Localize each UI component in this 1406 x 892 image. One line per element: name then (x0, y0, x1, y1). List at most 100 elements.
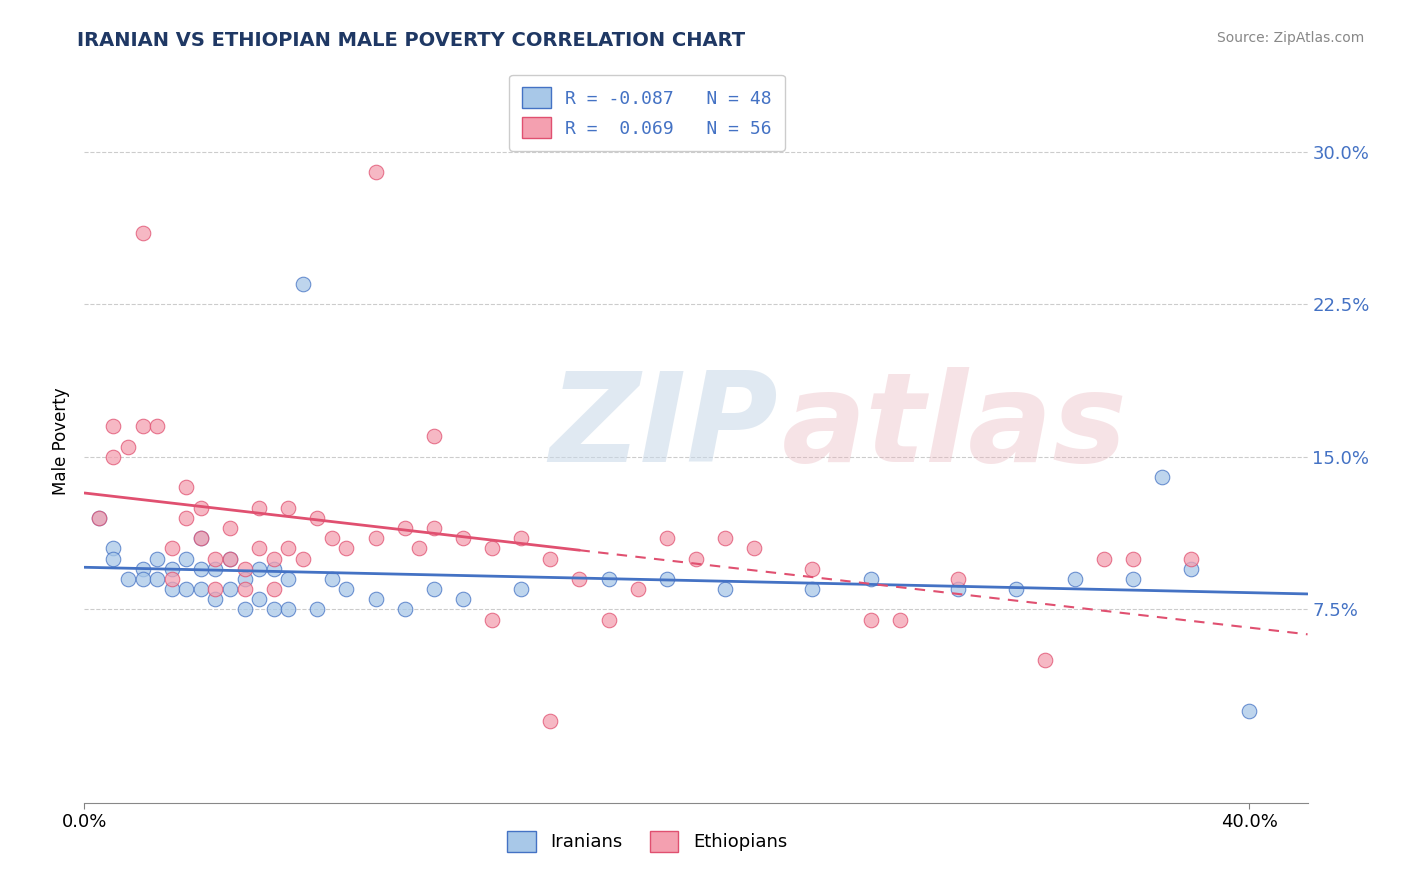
Point (190, 582, 212, 596)
Point (146, 419, 169, 434)
Point (889, 613, 911, 627)
Point (307, 511, 329, 525)
Point (481, 613, 503, 627)
Point (190, 531, 212, 545)
Point (247, 500, 270, 515)
Point (1035, 653, 1057, 667)
Point (451, 592, 474, 607)
Point (263, 602, 285, 616)
Point (859, 572, 882, 586)
Point (1180, 562, 1202, 576)
Point (219, 551, 242, 566)
Point (233, 602, 256, 616)
Point (204, 592, 226, 607)
Point (655, 531, 678, 545)
Point (219, 551, 242, 566)
Point (1180, 551, 1202, 566)
Point (335, 541, 357, 556)
Point (510, 582, 533, 596)
Point (291, 551, 314, 566)
Point (321, 531, 343, 545)
Point (655, 572, 678, 586)
Point (160, 572, 183, 586)
Point (219, 521, 242, 535)
Text: ZIP: ZIP (550, 367, 778, 488)
Text: Source: ZipAtlas.com: Source: ZipAtlas.com (1216, 31, 1364, 45)
Point (146, 551, 169, 566)
Point (160, 541, 183, 556)
Point (1150, 470, 1173, 484)
Point (131, 226, 153, 240)
Point (219, 582, 242, 596)
Point (307, 602, 329, 616)
Point (1005, 582, 1028, 596)
Point (394, 602, 416, 616)
Point (174, 551, 197, 566)
Point (946, 572, 969, 586)
Point (103, 551, 125, 566)
Point (538, 551, 561, 566)
Point (538, 714, 561, 729)
Point (204, 551, 226, 566)
Point (1122, 572, 1144, 586)
Point (423, 521, 446, 535)
Point (233, 572, 256, 586)
Point (598, 572, 620, 586)
Point (204, 562, 226, 576)
Point (131, 419, 153, 434)
Point (263, 582, 285, 596)
Point (1092, 551, 1115, 566)
Point (117, 572, 139, 586)
Point (364, 531, 387, 545)
Point (1122, 551, 1144, 566)
Point (174, 480, 197, 494)
Point (568, 572, 591, 586)
Point (160, 582, 183, 596)
Point (423, 429, 446, 443)
Point (247, 541, 270, 556)
Point (131, 572, 153, 586)
Point (481, 541, 503, 556)
Y-axis label: Male Poverty: Male Poverty (52, 388, 70, 495)
Text: atlas: atlas (782, 367, 1128, 488)
Point (714, 582, 737, 596)
Point (131, 562, 153, 576)
Point (277, 500, 299, 515)
Point (87, 511, 110, 525)
Point (291, 277, 314, 291)
Point (277, 541, 299, 556)
Point (263, 551, 285, 566)
Point (394, 521, 416, 535)
Point (247, 592, 270, 607)
Point (364, 165, 387, 179)
Point (321, 572, 343, 586)
Point (1239, 704, 1261, 718)
Point (233, 562, 256, 576)
Point (742, 541, 765, 556)
Point (103, 541, 125, 556)
Point (263, 562, 285, 576)
Point (174, 511, 197, 525)
Point (364, 592, 387, 607)
Point (87, 511, 110, 525)
Point (204, 582, 226, 596)
Point (714, 531, 737, 545)
Point (685, 551, 707, 566)
Text: IRANIAN VS ETHIOPIAN MALE POVERTY CORRELATION CHART: IRANIAN VS ETHIOPIAN MALE POVERTY CORREL… (77, 31, 745, 50)
Point (1063, 572, 1085, 586)
Legend: Iranians, Ethiopians: Iranians, Ethiopians (499, 823, 794, 859)
Point (160, 562, 183, 576)
Point (423, 582, 446, 596)
Point (174, 582, 197, 596)
Point (247, 562, 270, 576)
Point (451, 531, 474, 545)
Point (335, 582, 357, 596)
Point (627, 582, 650, 596)
Point (146, 572, 169, 586)
Point (233, 582, 256, 596)
Point (103, 419, 125, 434)
Point (510, 531, 533, 545)
Point (801, 562, 824, 576)
Point (859, 613, 882, 627)
Point (190, 500, 212, 515)
